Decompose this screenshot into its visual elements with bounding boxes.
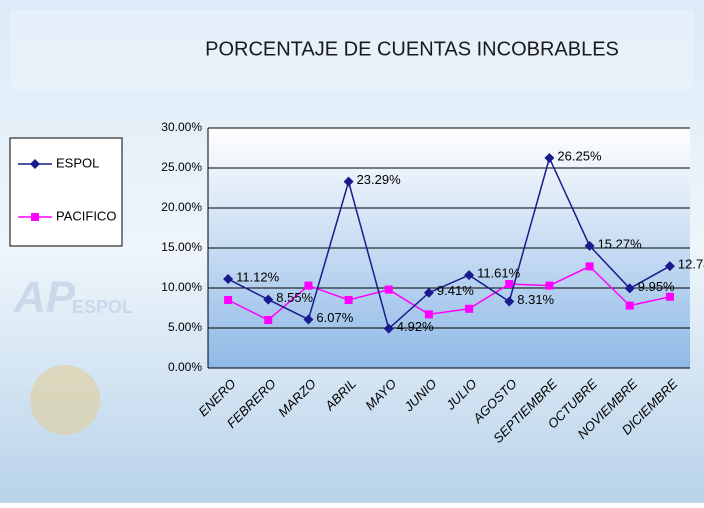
data-label: 4.92% (397, 319, 434, 334)
marker (304, 281, 313, 290)
marker (544, 153, 555, 163)
marker (465, 304, 474, 313)
marker (343, 176, 354, 187)
y-tick-label: 30.00% (161, 120, 202, 134)
y-tick-label: 10.00% (161, 280, 202, 294)
marker (505, 280, 514, 288)
marker (464, 270, 475, 281)
y-tick-label: 25.00% (161, 160, 202, 174)
legend-marker (30, 159, 40, 169)
marker (664, 261, 675, 272)
marker (665, 292, 674, 301)
legend-label: ESPOL (56, 155, 99, 170)
data-label: 15.27% (598, 236, 643, 251)
data-label: 11.12% (236, 269, 280, 284)
marker (384, 285, 393, 294)
data-label: 26.25% (557, 148, 602, 163)
data-label: 6.07% (316, 310, 353, 325)
marker (423, 287, 434, 298)
legend (9, 137, 123, 247)
data-label: 8.55% (276, 290, 313, 305)
data-label: 9.41% (437, 283, 474, 298)
y-tick-label: 0.00% (168, 360, 202, 374)
marker (584, 240, 595, 251)
marker (223, 274, 234, 285)
logo-sub: ESPOL (72, 297, 133, 317)
line (227, 155, 671, 331)
marker (264, 316, 273, 324)
title-band (10, 10, 694, 90)
legend-label: PACIFICO (56, 208, 116, 223)
marker (504, 296, 515, 307)
marker (585, 262, 594, 271)
marker (224, 296, 233, 304)
chart-title: PORCENTAJE DE CUENTAS INCOBRABLES (205, 38, 619, 60)
y-tick-label: 15.00% (161, 240, 202, 254)
line (227, 265, 671, 321)
legend-marker (31, 213, 39, 221)
data-label: 9.95% (638, 279, 675, 294)
data-label: 12.74% (678, 257, 704, 272)
marker (303, 314, 314, 325)
data-label: 8.31% (517, 292, 554, 307)
marker (424, 310, 433, 319)
y-tick-label: 5.00% (168, 320, 202, 334)
y-tick-label: 20.00% (161, 200, 202, 214)
marker (344, 296, 353, 304)
marker (545, 281, 554, 290)
logo-main: AP (13, 273, 76, 322)
marker (383, 323, 394, 334)
data-label: 23.29% (357, 172, 402, 187)
data-label: 11.61% (477, 266, 521, 281)
marker (263, 294, 274, 305)
marker (625, 301, 634, 310)
marker (624, 283, 635, 294)
logo-emblem (30, 365, 100, 435)
